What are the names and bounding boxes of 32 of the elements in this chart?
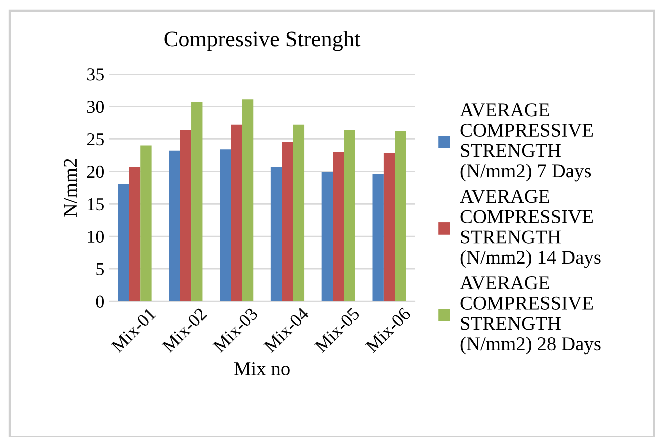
- bar: [192, 102, 203, 302]
- x-axis-title: Mix no: [234, 362, 290, 376]
- y-tick-label: 15: [88, 198, 104, 211]
- bar: [333, 152, 344, 302]
- bar: [395, 131, 406, 302]
- chart-title: Compressive Strenght: [164, 31, 361, 52]
- y-tick-label: 20: [87, 166, 104, 178]
- bar: [118, 184, 130, 302]
- y-tick-label: 35: [88, 68, 104, 81]
- bar: [322, 172, 334, 302]
- bar: [140, 146, 152, 302]
- legend-label: AVERAGE COMPRESSIVE STRENGTH (N/mm2) 14 Days: [460, 190, 601, 268]
- bar: [231, 124, 242, 302]
- y-tick-label: 5: [96, 264, 104, 276]
- bar: [384, 154, 396, 302]
- bar: [372, 174, 384, 302]
- y-tick-label: 30: [88, 101, 104, 114]
- legend-label: AVERAGE COMPRESSIVE STRENGTH (N/mm2) 28 Days: [460, 276, 601, 355]
- y-tick-label: 0: [96, 296, 104, 308]
- y-tick-label: 10: [88, 230, 104, 244]
- y-axis-title: N/mm2: [64, 159, 78, 218]
- y-tick-label: 25: [87, 134, 104, 146]
- legend-label: AVERAGE COMPRESSIVE STRENGTH (N/mm2) 7 Days: [460, 104, 594, 182]
- bar: [169, 150, 180, 302]
- bar: [270, 167, 282, 302]
- bar: [344, 130, 356, 302]
- bar: [220, 150, 232, 302]
- bar: [242, 100, 254, 302]
- bar: [180, 130, 192, 302]
- bar: [293, 124, 305, 302]
- bar: [282, 142, 294, 302]
- bar: [129, 167, 141, 302]
